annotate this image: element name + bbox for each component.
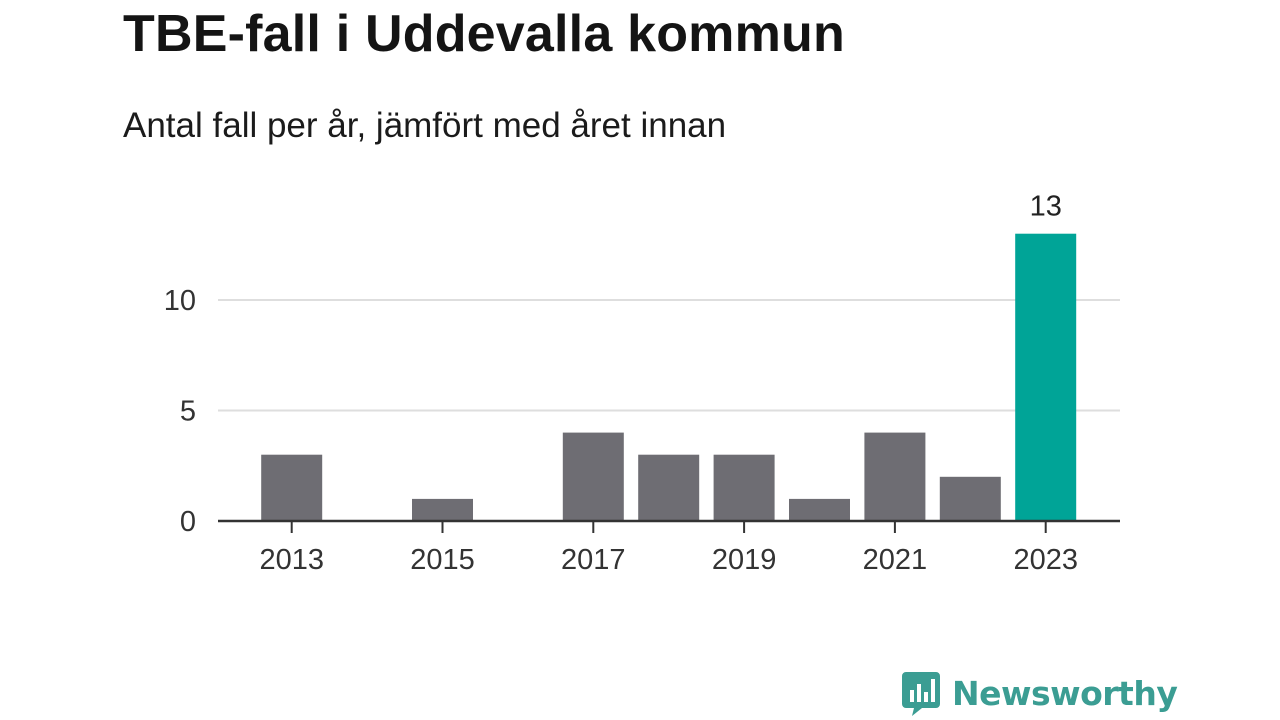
bar-2013 [261,454,323,521]
y-tick-label-10: 10 [164,285,196,317]
gridlines [218,299,1120,412]
x-tick-label-2017: 2017 [561,544,626,576]
x-tick-label-2013: 2013 [259,544,324,576]
y-tick-label-0: 0 [180,506,196,538]
bar-2017 [562,432,624,521]
x-tick-label-2019: 2019 [712,544,777,576]
newsworthy-logo: Newsworthy [902,670,1178,716]
y-tick-label-5: 5 [180,396,196,428]
data-label-2023: 13 [1030,191,1062,223]
axes [218,519,1120,533]
x-tick-label-2023: 2023 [1013,544,1078,576]
bar-chart-speech-bubble-icon [902,672,940,716]
bar-2015 [412,498,473,521]
bar-2023 [1015,233,1077,521]
bars [261,233,1077,521]
bar-2018 [638,454,700,521]
chart-subtitle: Antal fall per år, jämfört med året inna… [123,106,727,145]
labels: 0 5 10 2013 2015 2017 2019 2021 2023 13 [164,191,1078,576]
bar-2020 [789,498,850,521]
bar-2021 [864,432,926,521]
x-tick-label-2015: 2015 [410,544,475,576]
bar-chart: 0 5 10 2013 2015 2017 2019 2021 2023 13 [164,191,1120,576]
x-tick-label-2021: 2021 [863,544,928,576]
bar-2019 [713,454,775,521]
brand-name: Newsworthy [952,673,1178,713]
chart-title: TBE-fall i Uddevalla kommun [123,5,845,63]
bar-2022 [939,476,1001,521]
